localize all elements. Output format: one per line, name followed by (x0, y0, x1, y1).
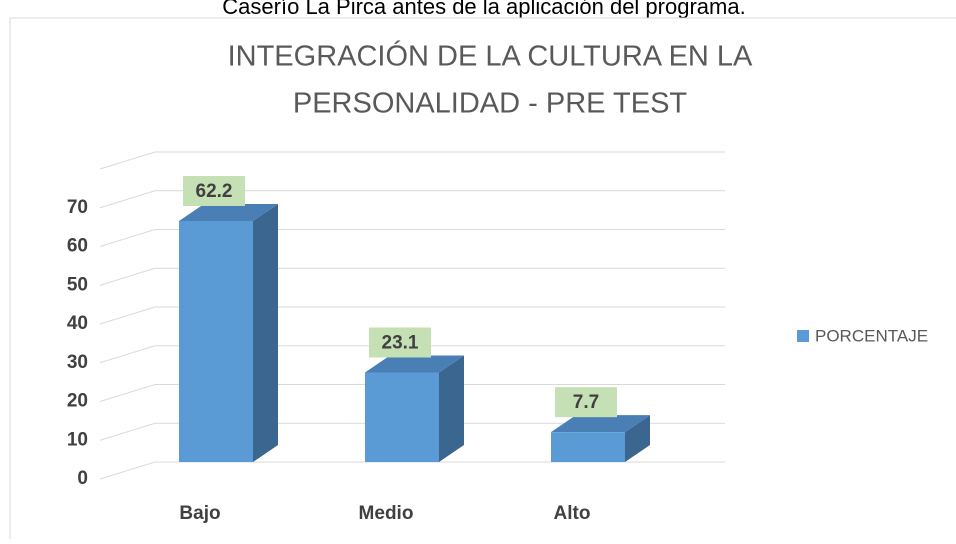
grid-line (99, 229, 725, 247)
bar-top (551, 415, 650, 433)
grid-line (99, 422, 725, 441)
bar-top (179, 203, 278, 221)
caption: Caserío La Pirca antes de la aplicación … (222, 0, 745, 19)
value-label-box (555, 387, 617, 418)
chart-title: INTEGRACIÓN DE LA CULTURA EN LA (228, 40, 753, 73)
chart-subtitle: PERSONALIDAD - PRE TEST (293, 88, 688, 120)
grid-line (99, 306, 725, 325)
y-tick-label: 50 (67, 274, 88, 295)
grid-line (99, 190, 725, 209)
x-tick-label: Bajo (179, 503, 220, 524)
y-tick-label: 70 (67, 197, 88, 218)
y-tick-label: 0 (77, 468, 88, 489)
bar-top (365, 355, 464, 373)
grid-line (99, 267, 725, 286)
grid-line (99, 151, 725, 170)
y-tick-label: 60 (67, 236, 88, 257)
y-tick-label: 20 (67, 391, 88, 412)
grid-line (99, 345, 725, 364)
x-tick-label: Alto (554, 503, 591, 524)
value-label-box (369, 327, 431, 358)
value-label: 23.1 (382, 333, 419, 354)
y-tick-label: 40 (67, 313, 88, 334)
grid-line (99, 384, 725, 402)
bar-side (439, 355, 464, 462)
grid-line (99, 461, 725, 480)
bar-side (253, 203, 278, 462)
bar-side (625, 415, 650, 462)
y-tick-label: 30 (67, 352, 88, 373)
value-label: 62.2 (196, 181, 233, 202)
bar (179, 220, 253, 462)
bar (365, 372, 439, 462)
bar (551, 432, 625, 462)
value-label-box (183, 175, 245, 206)
x-tick-label: Medio (359, 503, 414, 524)
y-tick-label: 10 (67, 429, 88, 450)
legend-label: PORCENTAJE (815, 326, 928, 345)
value-label: 7.7 (573, 392, 599, 413)
legend-swatch (797, 330, 809, 342)
chart-border (9, 17, 956, 544)
